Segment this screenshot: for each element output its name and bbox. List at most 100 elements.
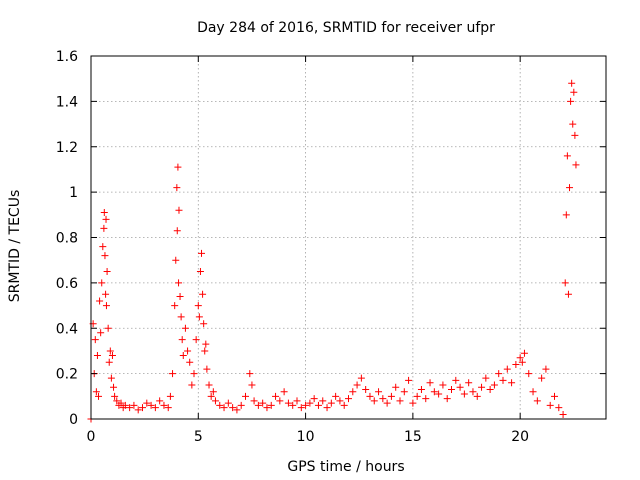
data-point (254, 401, 262, 409)
data-point (486, 386, 494, 394)
data-point (190, 370, 198, 378)
data-point (499, 376, 507, 384)
axis-ticks (90, 55, 606, 420)
data-point (562, 211, 570, 219)
y-tick-label: 0.4 (56, 321, 78, 337)
data-point (546, 401, 554, 409)
data-point (176, 292, 184, 300)
data-point (409, 399, 417, 407)
data-point (205, 381, 213, 389)
y-tick-label: 1.6 (56, 49, 78, 65)
data-point (102, 290, 110, 298)
data-point (147, 401, 155, 409)
y-tick-label: 1 (69, 185, 78, 201)
data-point (104, 324, 112, 332)
data-point (353, 381, 361, 389)
data-point (201, 347, 209, 355)
data-point (263, 404, 271, 412)
data-point (97, 329, 105, 337)
data-point (171, 302, 179, 310)
data-point (248, 381, 256, 389)
data-point (473, 392, 481, 400)
data-point (310, 395, 318, 403)
data-point (174, 163, 182, 171)
data-point (430, 388, 438, 396)
data-point (345, 395, 352, 403)
data-point (195, 313, 203, 321)
data-point (422, 395, 430, 403)
data-point (173, 184, 181, 192)
data-point (379, 395, 387, 403)
y-axis-title: SRMTID / TECUs (7, 190, 23, 303)
data-point (306, 399, 314, 407)
x-tick-label: 0 (87, 429, 96, 445)
data-point (250, 397, 258, 405)
data-point (99, 243, 107, 251)
data-point (246, 370, 254, 378)
data-point (465, 379, 473, 387)
data-point (184, 347, 192, 355)
y-tick-label: 0.2 (56, 367, 78, 383)
data-point (130, 401, 138, 409)
data-point (392, 383, 400, 391)
data-point (570, 88, 578, 96)
data-point (111, 392, 119, 400)
data-point (413, 392, 421, 400)
data-point (349, 388, 357, 396)
data-point (103, 268, 111, 276)
data-point (143, 399, 151, 407)
data-point (160, 401, 168, 409)
y-tick-label: 0 (69, 412, 78, 428)
data-point (179, 351, 187, 359)
data-point (200, 320, 208, 328)
data-point (203, 365, 211, 373)
data-point (508, 379, 516, 387)
data-point (211, 397, 219, 405)
data-point (443, 395, 451, 403)
data-point (383, 399, 391, 407)
data-point (518, 358, 526, 366)
data-point (202, 340, 210, 348)
data-point (272, 392, 280, 400)
data-point (181, 324, 189, 332)
data-point (194, 302, 202, 310)
y-tick-label: 1.2 (56, 140, 78, 156)
data-point (91, 336, 99, 344)
data-point (175, 279, 183, 287)
data-point (495, 370, 503, 378)
data-point (126, 404, 134, 412)
data-point (224, 399, 232, 407)
data-point (482, 374, 490, 382)
data-point (555, 404, 563, 412)
data-point (525, 370, 533, 378)
data-point (400, 388, 408, 396)
data-point (108, 351, 116, 359)
data-point (370, 397, 378, 405)
data-point (323, 404, 331, 412)
data-point (551, 392, 558, 400)
data-point (177, 313, 185, 321)
data-point (156, 397, 164, 405)
data-point (242, 392, 249, 400)
data-point (569, 120, 577, 128)
data-point (196, 268, 204, 276)
data-point (216, 401, 224, 409)
data-point (564, 290, 572, 298)
data-point (102, 302, 110, 310)
data-point (186, 358, 194, 366)
y-tick-label: 0.6 (56, 276, 78, 292)
data-point (173, 227, 181, 235)
data-point (538, 374, 546, 382)
data-point (567, 97, 575, 105)
data-point (563, 152, 571, 160)
data-point (336, 397, 344, 405)
data-point (435, 390, 443, 398)
data-point (327, 399, 335, 407)
data-point (478, 383, 486, 391)
data-point (276, 397, 284, 405)
data-point (107, 374, 115, 382)
data-point (164, 404, 172, 412)
data-point (117, 399, 125, 407)
data-point (178, 336, 186, 344)
data-point (93, 351, 101, 359)
